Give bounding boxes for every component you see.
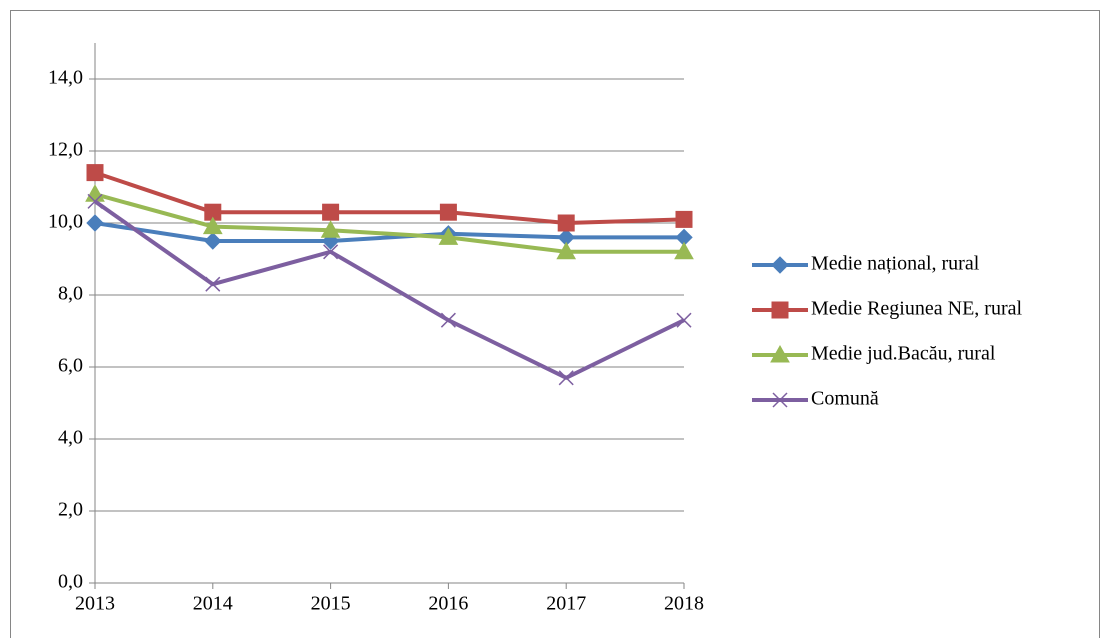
x-tick-label: 2015 — [311, 593, 351, 615]
y-tick-label: 0,0 — [58, 571, 83, 593]
y-tick-label: 4,0 — [58, 427, 83, 449]
legend-label: Comună — [811, 388, 879, 410]
marker — [556, 241, 577, 260]
marker — [438, 227, 459, 245]
marker — [204, 232, 222, 250]
marker — [771, 256, 789, 274]
legend-label: Medie jud.Bacău, rural — [811, 343, 996, 365]
x-tick-label: 2014 — [193, 593, 233, 615]
marker — [202, 216, 223, 235]
marker — [772, 392, 788, 408]
y-tick-label: 12,0 — [48, 139, 83, 161]
marker — [675, 210, 693, 228]
marker — [205, 276, 221, 292]
y-tick-label: 2,0 — [58, 499, 83, 521]
marker — [86, 214, 104, 232]
y-tick-label: 14,0 — [48, 67, 83, 89]
x-tick-label: 2018 — [664, 593, 704, 615]
marker — [674, 241, 694, 260]
marker — [87, 193, 103, 209]
series-line — [94, 192, 684, 254]
legend-label: Medie național, rural — [811, 253, 980, 275]
series-line — [94, 221, 684, 243]
x-tick-label: 2017 — [546, 593, 586, 615]
marker — [86, 164, 104, 182]
x-tick-label: 2013 — [75, 593, 115, 615]
marker — [320, 220, 341, 238]
legend-label: Medie Regiunea NE, rural — [811, 298, 1022, 320]
marker — [676, 312, 692, 328]
marker — [322, 203, 340, 221]
series-line — [94, 170, 685, 225]
marker — [557, 214, 575, 232]
marker — [323, 244, 339, 260]
x-tick-label: 2016 — [428, 593, 468, 615]
y-tick-label: 8,0 — [58, 283, 83, 305]
marker — [440, 312, 456, 328]
marker — [439, 203, 457, 221]
series-line — [93, 199, 685, 380]
marker — [770, 344, 790, 363]
y-tick-label: 10,0 — [48, 211, 83, 233]
marker — [558, 370, 574, 386]
y-tick-label: 6,0 — [58, 355, 83, 377]
chart-border — [10, 10, 1100, 638]
marker — [771, 301, 789, 319]
